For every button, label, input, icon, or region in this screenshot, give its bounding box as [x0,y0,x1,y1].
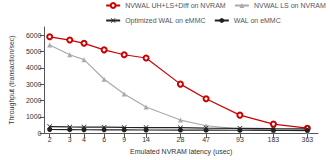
svg-text:5000: 5000 [26,48,42,55]
svg-text:NVWAL UH+LS+Diff on NVRAM: NVWAL UH+LS+Diff on NVRAM [125,2,226,9]
svg-text:2: 2 [48,136,52,143]
svg-text:6: 6 [102,136,106,143]
svg-text:0: 0 [38,130,42,137]
svg-text:3: 3 [68,136,72,143]
svg-text:9: 9 [122,136,126,143]
svg-text:WAL on eMMC: WAL on eMMC [234,17,281,24]
svg-text:Optimized WAL on eMMC: Optimized WAL on eMMC [125,17,205,25]
svg-text:6000: 6000 [26,32,42,39]
svg-text:Emulated NVRAM latency (usec): Emulated NVRAM latency (usec) [130,148,232,156]
svg-text:2000: 2000 [26,97,42,104]
svg-text:14: 14 [142,136,150,143]
svg-text:93: 93 [236,136,244,143]
svg-text:1000: 1000 [26,113,42,120]
svg-text:183: 183 [268,136,280,143]
svg-text:Throughput (transaction/sec): Throughput (transaction/sec) [8,35,16,125]
svg-text:4000: 4000 [26,64,42,71]
svg-text:3000: 3000 [26,81,42,88]
svg-text:NVWAL LS on NVRAM: NVWAL LS on NVRAM [254,2,326,9]
svg-text:28: 28 [177,136,185,143]
svg-text:4: 4 [82,136,86,143]
svg-text:363: 363 [302,136,314,143]
svg-text:47: 47 [202,136,210,143]
